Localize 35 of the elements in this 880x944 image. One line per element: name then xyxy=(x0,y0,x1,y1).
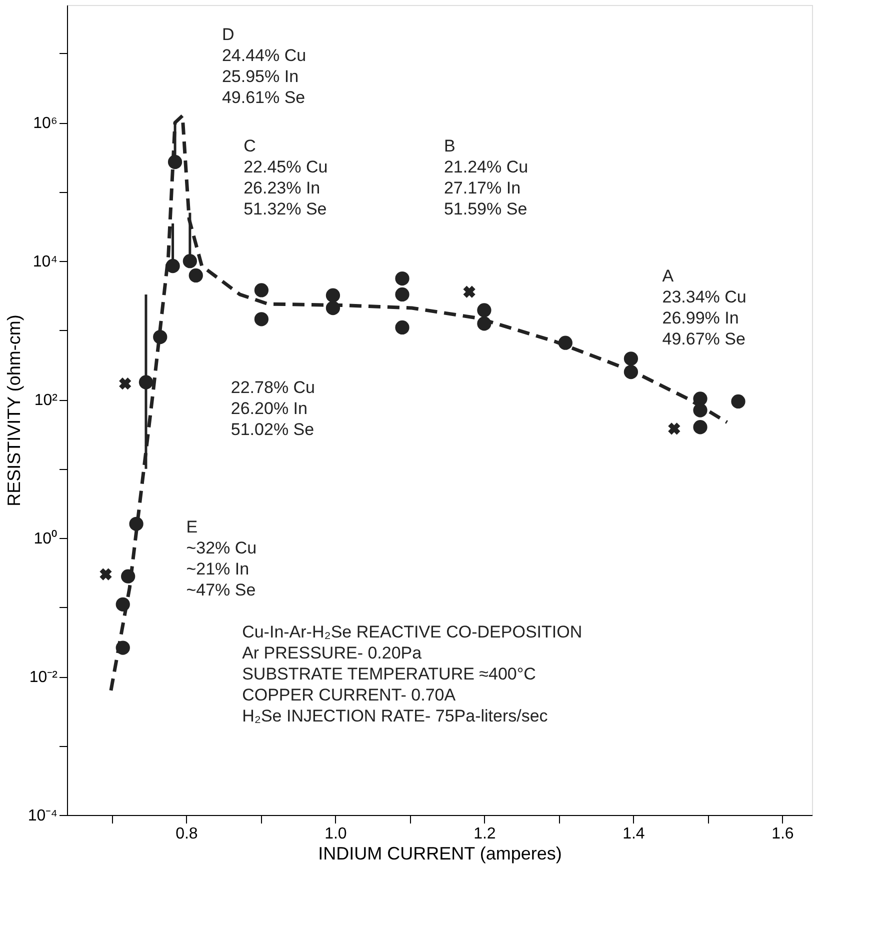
x-tick-label: 1.2 xyxy=(474,826,496,842)
point xyxy=(254,312,269,326)
point xyxy=(326,288,340,302)
y-axis-title: RESISTIVITY (ohm-cm) xyxy=(4,314,24,506)
annotation: Cu-In-Ar-H₂Se REACTIVE CO-DEPOSITION Ar PRESSURE- 0.20Pa SUBSTRATE TEMPERATURE ≈400°C COPPER CURRENT- 0.70A H₂Se INJECTION RATE- 75Pa-liters/sec xyxy=(242,622,582,726)
point xyxy=(668,422,680,435)
y-tick-label: 10⁴ xyxy=(32,254,58,271)
point xyxy=(477,303,492,318)
point xyxy=(463,286,476,298)
y-tick-label: 10⁶ xyxy=(33,115,58,132)
y-tick-label: 10² xyxy=(34,392,58,410)
annotation: B 21.24% Cu 27.17% In 51.59% Se xyxy=(444,136,528,219)
y-tick-label: 10⁻⁴ xyxy=(28,808,58,824)
point xyxy=(254,283,269,298)
point xyxy=(119,378,132,390)
annotation: A 23.34% Cu 26.99% In 49.67% Se xyxy=(662,266,746,348)
point xyxy=(395,271,410,286)
annotation: E ~32% Cu ~21% In ~47% Se xyxy=(186,517,257,600)
x-axis-title: INDIUM CURRENT (amperes) xyxy=(318,844,562,864)
point xyxy=(100,568,112,580)
point xyxy=(731,394,746,408)
point xyxy=(395,320,410,335)
annotation: D 24.44% Cu 25.95% In 49.61% Se xyxy=(222,24,306,107)
x-tick-label: 1.4 xyxy=(622,826,645,842)
point xyxy=(693,420,708,434)
y-tick-label: 10⁰ xyxy=(34,530,58,548)
y-tick-label: 10⁻² xyxy=(29,669,58,686)
x-tick-label: 0.8 xyxy=(176,826,198,842)
point xyxy=(188,268,203,283)
annotation: 22.78% Cu 26.20% In 51.02% Se xyxy=(230,378,316,440)
x-tick-label: 1.6 xyxy=(772,826,794,842)
point xyxy=(395,287,410,302)
point xyxy=(624,352,638,366)
x-tick-label: 1.0 xyxy=(324,826,347,842)
annotation: C 22.45% Cu 26.23% In 51.32% Se xyxy=(244,136,328,219)
